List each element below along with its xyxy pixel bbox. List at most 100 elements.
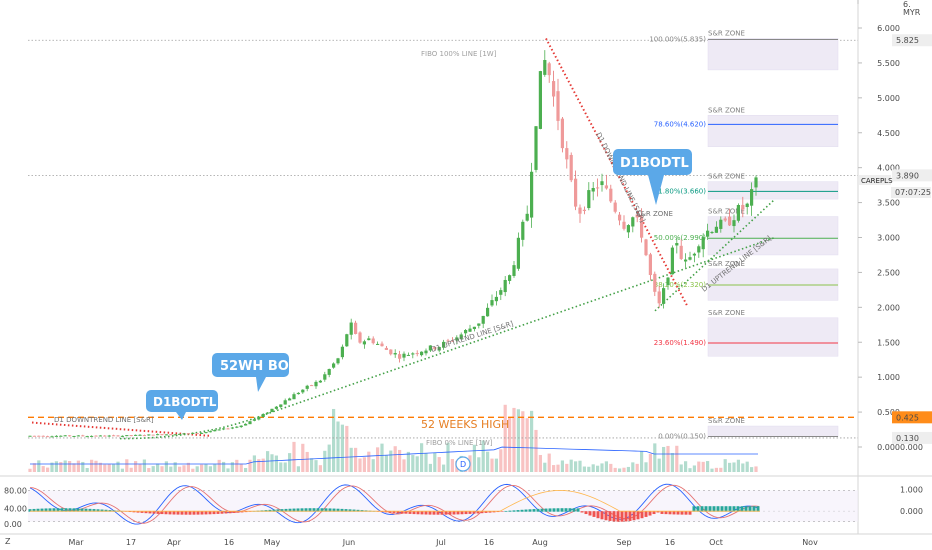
candle-body[interactable] [200,432,204,434]
candle-body[interactable] [90,435,94,437]
time-axis-label[interactable]: May [264,538,281,547]
candle-body[interactable] [503,279,507,293]
candle-body[interactable] [622,221,626,229]
candle-body[interactable] [376,343,380,345]
candle-body[interactable] [604,185,608,189]
candle-body[interactable] [208,431,212,433]
candle-body[interactable] [442,341,446,348]
candle-body[interactable] [640,216,644,238]
candle-body[interactable] [420,351,424,356]
candle-body[interactable] [222,428,226,430]
candle-body[interactable] [543,60,547,75]
candle-body[interactable] [560,118,564,149]
candle-body[interactable] [666,277,670,286]
candle-body[interactable] [486,307,490,317]
callout-d1bodtl-left[interactable]: D1BODTL [146,390,218,420]
candle-body[interactable] [98,435,102,437]
candle-body[interactable] [186,433,190,435]
candle-body[interactable] [261,413,265,418]
candle-body[interactable] [380,343,384,347]
candle-body[interactable] [182,433,186,435]
candle-body[interactable] [389,349,393,355]
candle-body[interactable] [688,257,692,260]
candle-body[interactable] [28,435,32,437]
candle-body[interactable] [305,385,309,389]
candle-body[interactable] [178,433,182,435]
candle-body[interactable] [81,435,85,437]
candle-body[interactable] [670,247,674,275]
price-axis[interactable]: 6.000 5.500 5.000 4.500 4.000 3.500 3.000 2.500… [68,24,932,547]
candle-body[interactable] [94,435,98,437]
candle-body[interactable] [345,334,349,347]
candle-body[interactable] [521,221,525,240]
candle-body[interactable] [76,435,80,437]
candle-body[interactable] [116,435,120,437]
candle-body[interactable] [494,296,498,302]
candle-body[interactable] [648,254,652,276]
candle-body[interactable] [340,346,344,358]
candle-body[interactable] [191,432,195,434]
time-axis-label[interactable]: Jul [435,538,446,547]
time-axis-label[interactable]: 16 [484,538,494,547]
candle-body[interactable] [32,435,36,437]
candle-body[interactable] [50,436,54,438]
event-marker[interactable]: D [455,456,471,472]
candle-body[interactable] [552,81,556,97]
candle-body[interactable] [296,392,300,395]
candle-body[interactable] [653,273,657,292]
candle-body[interactable] [402,353,406,358]
candle-body[interactable] [213,429,217,432]
candle-body[interactable] [125,435,129,437]
candle-body[interactable] [103,435,107,437]
candle-body[interactable] [424,350,428,354]
candle-body[interactable] [257,416,261,420]
time-axis-label[interactable]: 16 [665,538,675,547]
candle-body[interactable] [37,435,41,437]
candle-body[interactable] [596,187,600,189]
candle-body[interactable] [164,434,168,436]
candle-body[interactable] [354,322,358,334]
candle-body[interactable] [283,400,287,405]
callout-d1bodtl-right[interactable]: D1BODTL [613,149,692,205]
candle-body[interactable] [578,207,582,214]
candle-body[interactable] [723,218,727,221]
candle-body[interactable] [692,253,696,256]
candle-body[interactable] [310,385,314,387]
candle-body[interactable] [433,346,437,350]
time-axis-label[interactable]: Sep [616,538,631,547]
candle-body[interactable] [358,332,362,343]
candle-body[interactable] [591,188,595,192]
candle-body[interactable] [600,181,604,186]
candle-body[interactable] [327,369,331,375]
candle-body[interactable] [411,353,415,355]
candle-body[interactable] [274,406,278,409]
candle-body[interactable] [754,177,758,188]
candle-body[interactable] [288,398,292,401]
candle-body[interactable] [556,91,560,121]
candle-body[interactable] [142,435,146,437]
candle-body[interactable] [371,338,375,344]
candle-body[interactable] [701,237,705,250]
candle-body[interactable] [156,434,160,436]
candle-body[interactable] [609,188,613,202]
candle-body[interactable] [59,435,63,437]
candle-body[interactable] [314,381,318,387]
candle-body[interactable] [195,433,199,435]
candle-body[interactable] [349,322,353,335]
candle-body[interactable] [530,171,534,218]
candle-body[interactable] [728,216,732,226]
candle-body[interactable] [332,363,336,368]
candle-body[interactable] [538,71,542,129]
candle-body[interactable] [54,435,58,437]
candle-body[interactable] [631,217,635,227]
candle-body[interactable] [732,220,736,227]
candle-body[interactable] [468,328,472,332]
candle-body[interactable] [151,434,155,436]
candle-body[interactable] [706,230,710,237]
candle-body[interactable] [367,338,371,341]
candle-body[interactable] [626,225,630,233]
candle-body[interactable] [318,380,322,383]
candle-body[interactable] [252,419,256,421]
candle-body[interactable] [477,323,481,326]
